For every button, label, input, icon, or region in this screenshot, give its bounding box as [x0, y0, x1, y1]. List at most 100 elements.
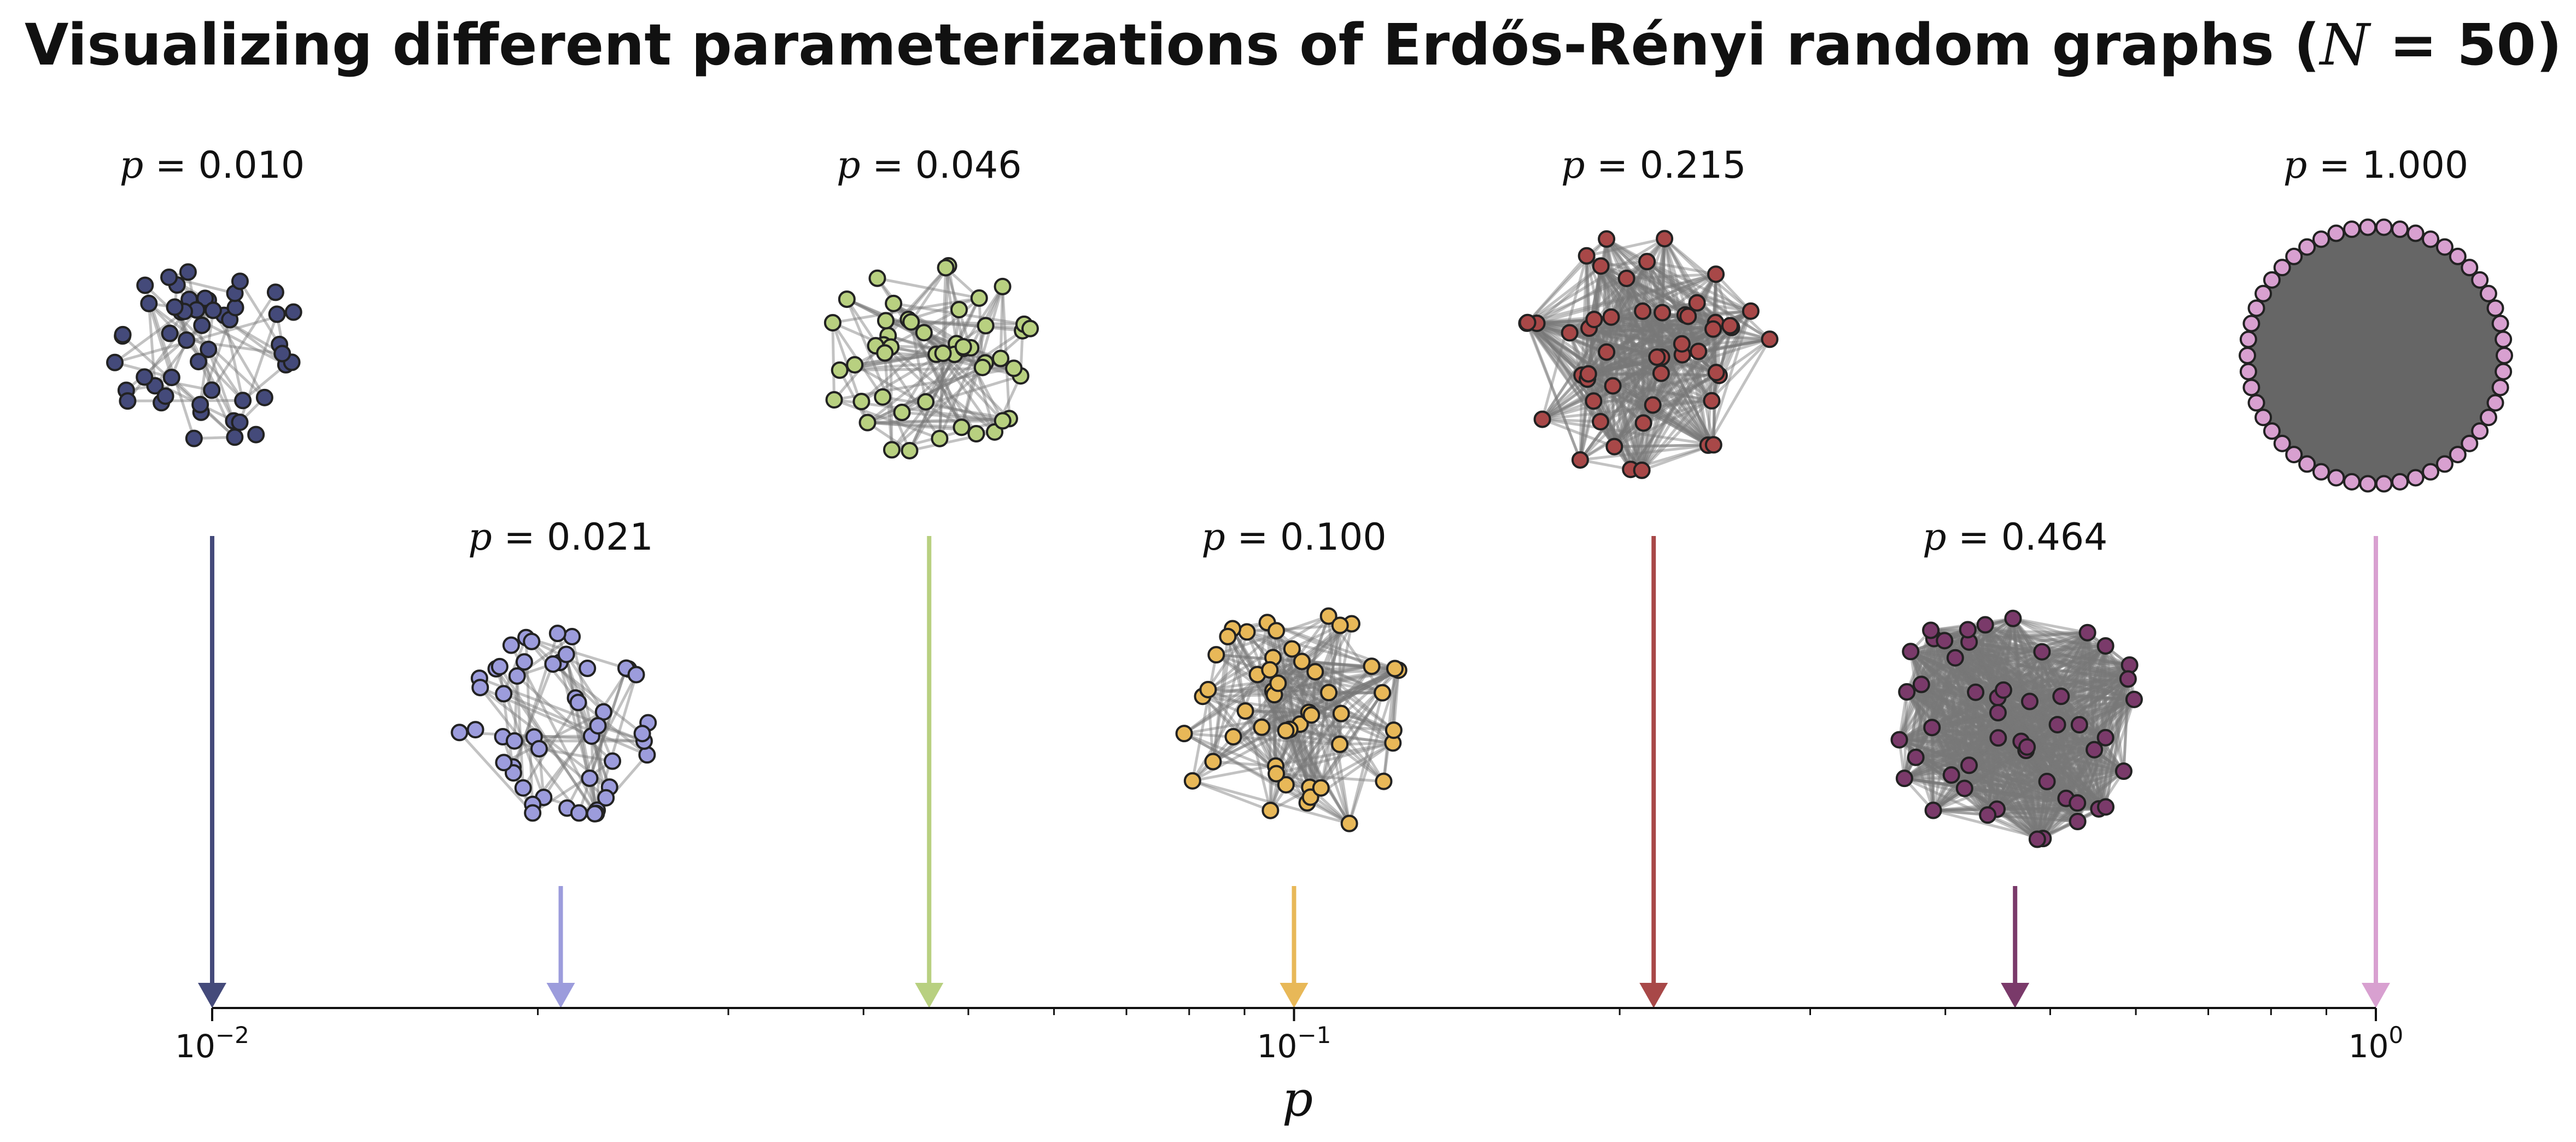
- graph-edge: [1903, 684, 1923, 779]
- graph-edge: [1272, 668, 1399, 692]
- graph-edge: [1629, 404, 1654, 470]
- graph-edge: [1904, 777, 2066, 800]
- graph-edge: [1911, 650, 2130, 667]
- p-arrow-head: [546, 983, 575, 1008]
- graph-edge: [498, 666, 515, 773]
- graph-edge: [2036, 781, 2049, 840]
- graph-edge: [2026, 745, 2124, 773]
- graph-node: [1207, 646, 1225, 664]
- graph-edge: [1932, 764, 1970, 812]
- graph-edge: [1587, 372, 1645, 424]
- graph-node: [2078, 624, 2096, 642]
- graph-edge: [1587, 356, 1658, 381]
- graph-edge: [2086, 632, 2100, 809]
- graph-node: [973, 358, 991, 376]
- graph-node: [515, 653, 533, 671]
- graph-edge: [1208, 688, 1383, 695]
- graph-edge: [1920, 640, 1970, 686]
- graph-edge: [1899, 738, 1970, 767]
- graph-edge: [1588, 321, 1716, 330]
- graph-edge: [1933, 809, 1988, 817]
- graph-node: [1923, 719, 1941, 737]
- graph-edge: [1587, 321, 1716, 375]
- graph-edge: [1715, 310, 1752, 374]
- graph-edge: [1260, 624, 1341, 729]
- graph-edge: [1308, 713, 1343, 788]
- graph-edge: [1996, 724, 2081, 811]
- graph-edge: [1997, 698, 2135, 739]
- graph-edge: [1707, 311, 1753, 446]
- graph-node: [1183, 772, 1201, 790]
- graph-edge: [1964, 740, 2022, 790]
- graph-edge: [1613, 261, 1649, 447]
- graph-edge: [2060, 695, 2125, 772]
- graph-edge: [1899, 738, 1953, 777]
- graph-node: [915, 324, 933, 342]
- graph-edge: [2060, 645, 2107, 697]
- graph-node: [2125, 690, 2143, 708]
- graph-edge: [2002, 650, 2043, 691]
- graph-node: [893, 404, 911, 422]
- graph-edge: [2059, 696, 2107, 808]
- graph-edge: [911, 321, 1024, 326]
- graph-edge: [1914, 691, 1977, 759]
- graph-node: [2069, 794, 2087, 812]
- graph-node: [226, 428, 244, 446]
- graph-node: [1656, 230, 1674, 248]
- graph-edge: [1966, 629, 1999, 809]
- graph-edge: [854, 353, 937, 366]
- graph-edge: [1314, 671, 1394, 744]
- graph-edge: [498, 666, 596, 815]
- graph-edge: [2065, 770, 2124, 800]
- graph-edge: [2056, 664, 2131, 726]
- graph-node: [994, 277, 1012, 295]
- graph-edge: [1640, 311, 1644, 470]
- graph-node: [2285, 446, 2303, 464]
- graph-edge: [1579, 317, 1613, 461]
- graph-edge: [1996, 770, 2124, 811]
- graph-edge: [2012, 618, 2080, 822]
- graph-edge: [1997, 631, 2089, 699]
- graph-node: [2422, 230, 2440, 248]
- graph-edge: [2041, 651, 2125, 772]
- graph-edge: [1932, 748, 2095, 812]
- graph-edge: [1920, 683, 2079, 823]
- graph-edge: [2057, 678, 2129, 726]
- p-arrow-head: [2001, 983, 2030, 1008]
- graph-edge: [1974, 692, 1999, 809]
- graph-node: [2343, 220, 2361, 238]
- graph-edge: [1954, 657, 2100, 810]
- graph-node: [825, 391, 843, 409]
- graph-edge: [2040, 651, 2059, 725]
- graph-node: [1634, 302, 1652, 320]
- graph-node: [191, 395, 209, 413]
- graph-node: [1742, 302, 1760, 320]
- graph-edge: [186, 339, 283, 355]
- graph-edge: [2046, 724, 2081, 783]
- graph-edge: [1271, 690, 1323, 789]
- graph-edge: [1588, 327, 1654, 406]
- graph-edge: [1984, 624, 2000, 698]
- graph-edge: [1605, 238, 1684, 356]
- graph-node: [268, 305, 286, 323]
- graph-edge: [1687, 310, 1751, 318]
- graph-edge: [1542, 399, 1712, 421]
- graphs-layer: p = 0.010 p = 0.021 p = 0.046 p = 0.100 p = …: [106, 144, 2513, 848]
- graph-edge: [223, 315, 244, 401]
- p-arrow-head: [2362, 983, 2390, 1008]
- graph-edge: [1943, 640, 1999, 810]
- graph-edge: [2012, 617, 2107, 739]
- graph-edge: [1612, 353, 1683, 387]
- graph-node: [1994, 681, 2012, 699]
- graph-edge: [1610, 316, 1720, 377]
- graph-edge: [1610, 273, 1716, 319]
- graph-node: [1578, 247, 1596, 265]
- graph-edge: [1579, 378, 1589, 461]
- graph-edge: [2097, 737, 2107, 809]
- graph-edge: [1909, 650, 2038, 840]
- graph-edge: [1327, 625, 1342, 693]
- graph-edge: [1915, 756, 2038, 841]
- graph-edge: [1968, 764, 2067, 800]
- graph-edge: [1642, 301, 1697, 313]
- graph-edge: [1586, 315, 1689, 381]
